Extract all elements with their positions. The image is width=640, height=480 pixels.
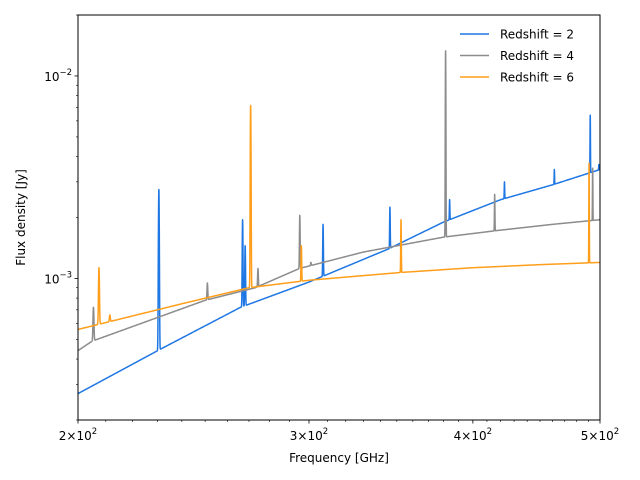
y-tick-label-base: 10 [44, 272, 59, 286]
x-tick-label: 2×102 [59, 427, 97, 443]
x-axis-label: Frequency [GHz] [289, 451, 389, 465]
series-line-1 [78, 114, 600, 395]
y-tick-label: 10−3 [44, 270, 72, 286]
y-tick-label-base: 10 [44, 70, 59, 84]
y-tick-label-exponent: −2 [59, 68, 72, 78]
series-line-2 [78, 50, 600, 352]
y-axis-label: Flux density [Jy] [14, 169, 28, 266]
x-tick-label-base: 2×10 [59, 429, 92, 443]
x-tick-label-base: 3×10 [290, 429, 323, 443]
legend-label-2: Redshift = 4 [500, 49, 574, 63]
x-tick-label: 4×102 [454, 427, 492, 443]
x-tick-label: 5×102 [581, 427, 619, 443]
x-tick-label-exponent: 2 [487, 427, 492, 437]
legend-label-1: Redshift = 2 [500, 28, 574, 42]
x-tick-label-exponent: 2 [323, 427, 328, 437]
legend-label-3: Redshift = 6 [500, 71, 574, 85]
x-tick-label-base: 4×10 [454, 429, 487, 443]
x-tick-label-exponent: 2 [92, 427, 97, 437]
y-tick-label-exponent: −3 [59, 270, 72, 280]
x-tick-label-base: 5×10 [581, 429, 614, 443]
y-tick-label: 10−2 [44, 68, 72, 84]
series-layer [78, 50, 600, 395]
x-tick-label-exponent: 2 [614, 427, 619, 437]
x-tick-label: 3×102 [290, 427, 328, 443]
series-line-3 [78, 104, 600, 331]
legend: Redshift = 2 Redshift = 4 Redshift = 6 [460, 28, 574, 85]
